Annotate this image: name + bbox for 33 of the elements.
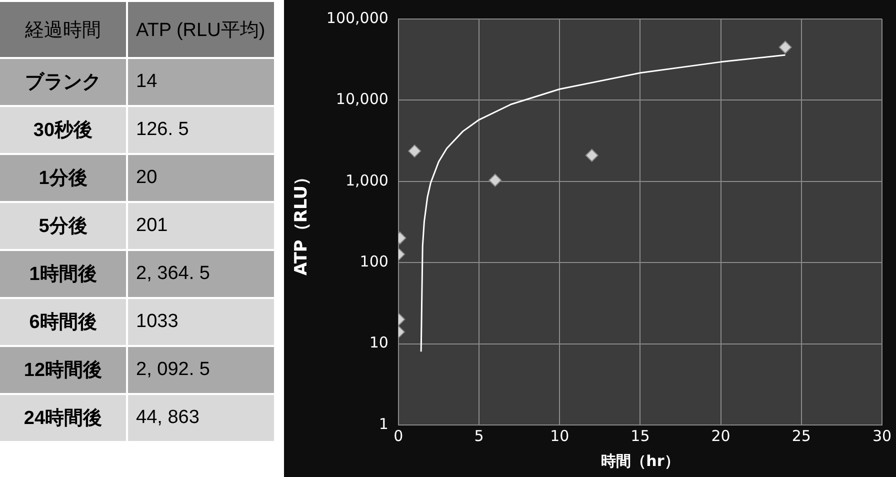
text: 12時間後: [0, 346, 127, 394]
x-tick-label: 15: [630, 426, 650, 445]
text: 20: [127, 154, 275, 202]
text: 201: [127, 202, 275, 250]
text: 1時間後: [0, 250, 127, 298]
text: 24時間後: [0, 394, 127, 442]
y-tick-label: 10,000: [336, 90, 388, 108]
x-tick-label: 25: [792, 426, 811, 445]
text: 2, 364. 5: [127, 250, 275, 298]
y-tick-label: 10: [369, 334, 388, 352]
text: 2, 092. 5: [127, 346, 275, 394]
x-axis-title: 時間（hr）: [601, 452, 680, 470]
x-tick-label: 30: [872, 426, 892, 445]
x-tick-label: 0: [394, 426, 404, 445]
text: 126. 5: [127, 106, 275, 154]
text: 14: [127, 58, 275, 106]
y-tick-label: 1,000: [345, 171, 388, 190]
x-tick-label: 10: [550, 426, 570, 445]
y-tick-label: 1: [378, 414, 388, 433]
y-tick-label: 100: [360, 252, 388, 270]
y-tick-label: 100,000: [326, 8, 388, 27]
text: 1分後: [0, 154, 127, 202]
text: 44, 863: [127, 394, 275, 442]
y-axis-title: ATP（RLU）: [292, 168, 312, 276]
text: ブランク: [0, 58, 127, 106]
text: 経過時間: [0, 2, 127, 58]
text: 5分後: [0, 202, 127, 250]
x-tick-label: 5: [474, 426, 484, 445]
x-tick-label: 20: [711, 426, 730, 445]
text: 30秒後: [0, 106, 127, 154]
text: ATP (RLU平均): [127, 2, 275, 58]
text: 6時間後: [0, 298, 127, 346]
text: 1033: [127, 298, 275, 346]
